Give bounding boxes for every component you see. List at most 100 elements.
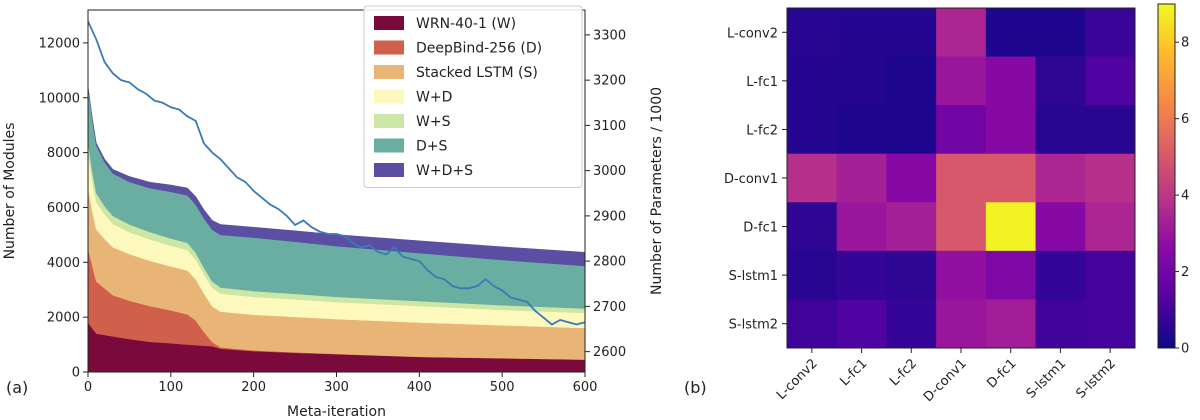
heatmap-cell — [886, 299, 937, 349]
column-label: S-lstm2 — [1073, 356, 1119, 402]
heatmap-cell — [936, 56, 987, 106]
heatmap-cell — [787, 250, 838, 300]
heatmap-cell — [936, 299, 987, 349]
y-axis-ticks: 0 2000 4000 6000 8000 10000 12000 — [39, 36, 88, 381]
heatmap-cell — [1085, 250, 1136, 300]
colorbar-tick-label: 4 — [1181, 189, 1189, 204]
heatmap-cell — [787, 56, 838, 106]
heatmap-cell — [936, 105, 987, 155]
heatmap-cell — [936, 153, 987, 203]
x-tick-label: 200 — [241, 380, 266, 395]
row-label: S-lstm2 — [729, 318, 778, 333]
x-tick-label: 600 — [573, 380, 598, 395]
parameters-line — [87, 20, 586, 326]
heatmap-cell — [1085, 105, 1136, 155]
legend-label: W+D — [416, 90, 452, 106]
heatmap-cell — [985, 153, 1037, 203]
x-axis-label: Meta-iteration — [287, 404, 386, 420]
y-right-tick-label: 3100 — [593, 119, 626, 134]
heatmap-cell — [985, 202, 1037, 252]
heatmap-cell — [985, 105, 1037, 155]
heatmap-cell — [886, 8, 937, 58]
y-right-tick-label: 2600 — [593, 345, 626, 360]
heatmap-cell — [886, 202, 937, 252]
row-labels: L-conv2 L-fc1 L-fc2 D-conv1 D-fc1 S-lstm1 S-ls… — [724, 26, 787, 333]
column-label: D-conv1 — [921, 356, 970, 405]
heatmap-cell — [886, 250, 937, 300]
heatmap-cell — [1035, 56, 1086, 106]
heatmap-cell — [836, 56, 887, 106]
colorbar-tick-label: 6 — [1181, 112, 1189, 127]
y-axis-label: Number of Modules — [2, 123, 18, 260]
heatmap-cell — [1085, 202, 1136, 252]
heatmap-cell — [886, 56, 937, 106]
legend-label: WRN-40-1 (W) — [416, 16, 516, 32]
panel-b-heatmap: L-conv2L-fc1L-fc2D-conv1D-fc1S-lstm1S-ls… — [684, 3, 1189, 405]
y-tick-label: 2000 — [47, 311, 80, 326]
column-label: S-lstm1 — [1024, 356, 1070, 402]
legend-label: DeepBind-256 (D) — [416, 41, 542, 57]
y-right-tick-label: 3200 — [593, 74, 626, 89]
heatmap-cell — [886, 105, 937, 155]
heatmap-cell — [836, 250, 887, 300]
parameters-line-path — [87, 20, 586, 326]
panel-label-a: (a) — [6, 378, 28, 397]
panel-label-b: (b) — [684, 378, 707, 397]
row-label: L-fc2 — [746, 123, 778, 138]
heatmap-cell — [936, 250, 987, 300]
legend: WRN-40-1 (W) DeepBind-256 (D) Stacked LSTM… — [363, 5, 583, 188]
heatmap-cell — [787, 8, 838, 58]
legend-box — [363, 5, 583, 188]
row-label: D-conv1 — [724, 172, 778, 187]
heatmap-cell — [787, 153, 838, 203]
legend-label: W+D+S — [416, 163, 473, 179]
heatmap-cell — [836, 202, 887, 252]
heatmap-cell — [1035, 250, 1086, 300]
heatmap-cell — [836, 105, 887, 155]
heatmap-cell — [985, 8, 1037, 58]
x-tick-label: 500 — [490, 380, 515, 395]
legend-label: D+S — [416, 139, 448, 155]
y-tick-label: 0 — [72, 366, 80, 381]
row-label: S-lstm1 — [729, 269, 778, 284]
legend-swatch — [374, 138, 404, 153]
legend-swatch — [374, 65, 404, 79]
heatmap-cell — [836, 299, 887, 349]
heatmap-cell — [836, 153, 887, 203]
colorbar-tick-label: 2 — [1181, 265, 1189, 280]
heatmap-cell — [1035, 153, 1086, 203]
heatmap-cell — [1085, 153, 1136, 203]
heatmap-cell — [985, 56, 1037, 106]
y-right-axis-label: Number of Parameters / 1000 — [649, 87, 665, 295]
y-right-axis-ticks: 2600 2700 2800 2900 3000 3100 3200 3300 — [585, 28, 626, 360]
heatmap-cell — [886, 153, 937, 203]
legend-swatch — [374, 114, 404, 128]
heatmap-cell — [1085, 299, 1136, 349]
heatmap-cell — [787, 299, 838, 349]
x-tick-label: 100 — [158, 380, 183, 395]
row-label: L-conv2 — [727, 26, 778, 41]
heatmap-cell — [1035, 8, 1086, 58]
y-right-tick-label: 2900 — [593, 209, 626, 224]
heatmap-cell — [836, 8, 887, 58]
heatmap-cell — [936, 202, 987, 252]
heatmap-cell — [1035, 299, 1086, 349]
heatmap-cell — [985, 250, 1037, 300]
heatmap-cells — [787, 8, 1136, 349]
column-label: L-fc1 — [837, 356, 870, 389]
row-label: L-fc1 — [746, 75, 778, 90]
panel-a-area-chart: 0 100 200 300 400 500 600 0 2000 4000 6000 8000 100… — [2, 5, 665, 420]
heatmap-cell — [1085, 8, 1136, 58]
y-tick-label: 6000 — [47, 201, 80, 216]
heatmap-cell — [1085, 56, 1136, 106]
y-tick-label: 8000 — [47, 146, 80, 161]
legend-label: W+S — [416, 114, 451, 130]
legend-swatch — [374, 89, 404, 104]
x-axis-ticks: 0 100 200 300 400 500 600 — [84, 372, 598, 395]
legend-label: Stacked LSTM (S) — [416, 65, 538, 81]
y-right-tick-label: 2800 — [593, 255, 626, 270]
colorbar-tick-label: 0 — [1181, 342, 1189, 357]
colorbar-tick-label: 8 — [1181, 36, 1189, 51]
legend-swatch — [374, 40, 404, 55]
x-tick-label: 0 — [84, 380, 92, 395]
